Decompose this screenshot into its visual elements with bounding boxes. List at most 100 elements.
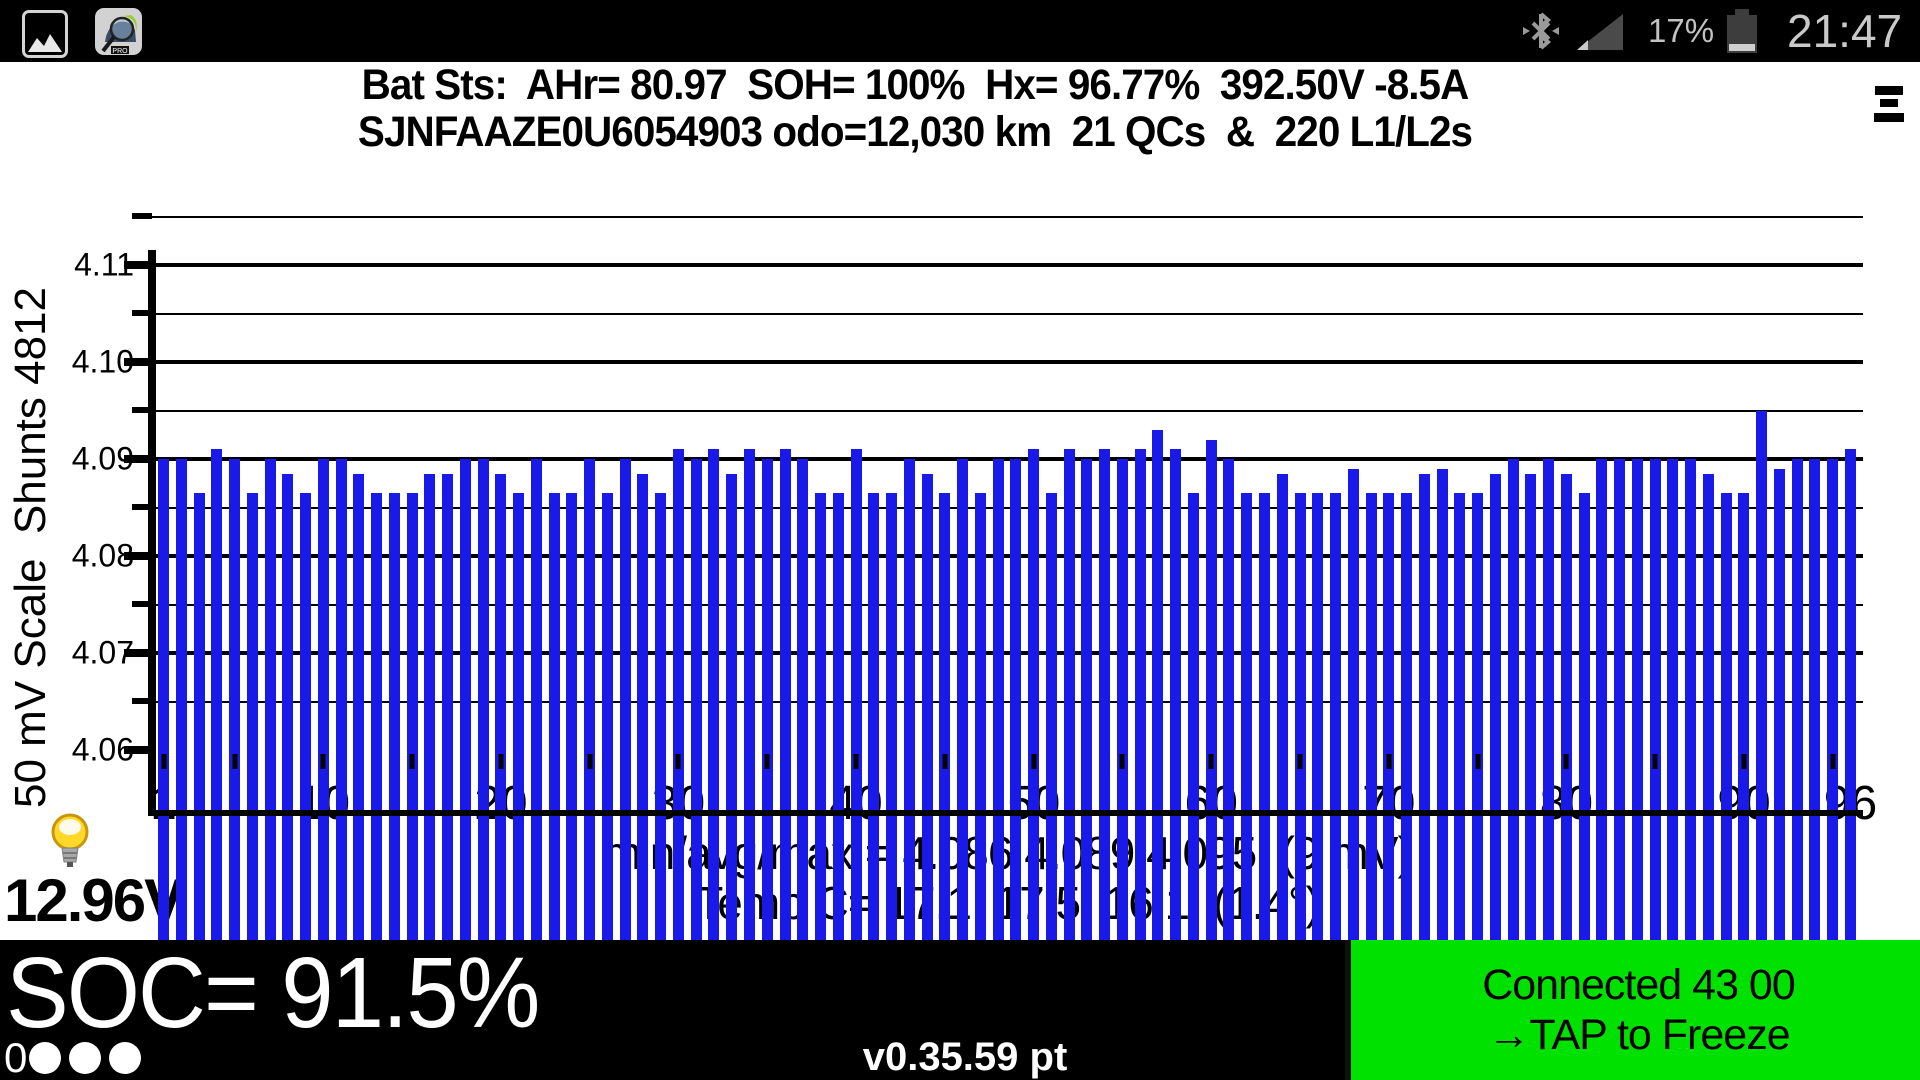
- cell-voltage-bar: [247, 492, 258, 940]
- y-axis-tick: [132, 503, 152, 510]
- cell-voltage-bar: [1437, 468, 1448, 940]
- header-line2: SJNFAAZE0U6054903 odo=12,030 km 21 QCs &…: [357, 108, 1473, 156]
- y-axis-label: 4.06: [71, 731, 134, 768]
- cell-voltage-bar: [1152, 429, 1163, 940]
- cell-voltage-bar: [993, 459, 1004, 940]
- cell-voltage-bar: [744, 449, 755, 940]
- cell-voltage-bar: [886, 492, 897, 940]
- cell-voltage-bar: [673, 449, 684, 940]
- cell-voltage-bar: [1650, 459, 1661, 940]
- dots-prefix: 0: [4, 1034, 28, 1080]
- gridline: [152, 263, 1863, 267]
- x-axis-tick: [232, 754, 238, 769]
- cell-voltage-bar: [424, 473, 435, 940]
- cell-voltage-bar: [1295, 492, 1306, 940]
- y-axis-tick: [132, 309, 152, 316]
- gridline: [152, 700, 1863, 703]
- y-axis-title: 50 mV Scale Shunts 4812: [6, 286, 55, 808]
- gridline: [152, 651, 1863, 655]
- cell-voltage-bar: [1259, 492, 1270, 940]
- cell-voltage-bar: [460, 459, 471, 940]
- mountain-glyph: [28, 34, 62, 52]
- gridline: [152, 360, 1863, 364]
- gallery-notification-icon[interactable]: [22, 10, 68, 58]
- cell-voltage-bar: [176, 459, 187, 940]
- cell-voltage-bar: [726, 473, 737, 940]
- x-axis-tick: [1208, 754, 1214, 769]
- cell-voltage-bar: [975, 492, 986, 940]
- version-info: v0.35.59 pt ELM327 v1.5: [845, 942, 1085, 1080]
- cell-voltage-bar: [300, 492, 311, 940]
- freeze-button[interactable]: Connected 43 00 →TAP to Freeze: [1345, 940, 1920, 1080]
- cell-voltage-bar: [1046, 492, 1057, 940]
- cell-voltage-bar: [691, 459, 702, 940]
- cell-voltage-bar: [194, 492, 205, 940]
- tap-to-freeze-label: →TAP to Freeze: [1487, 1011, 1790, 1059]
- y-axis-tick: [132, 406, 152, 413]
- headlight-bulb-icon[interactable]: [44, 810, 96, 874]
- cell-voltage-bar: [1472, 492, 1483, 940]
- y-axis-tick: [124, 746, 152, 754]
- cell-voltage-bar: [1170, 449, 1181, 940]
- cell-voltage-bar: [1703, 473, 1714, 940]
- footer-bar: SOC= 91.5% 0 v0.35.59 pt ELM327 v1.5 Con…: [0, 937, 1920, 1080]
- x-axis-tick: [675, 754, 681, 769]
- soc-readout: SOC= 91.5%: [6, 937, 540, 1049]
- cell-voltage-bar: [1454, 492, 1465, 940]
- connection-status: Connected 43 00: [1482, 961, 1796, 1009]
- cell-voltage-bar: [922, 473, 933, 940]
- gridline: [152, 603, 1863, 606]
- cell-voltage-bar: [407, 492, 418, 940]
- cell-voltage-bar: [1135, 449, 1146, 940]
- cell-voltage-bar: [566, 492, 577, 940]
- leafspy-app-notification-icon[interactable]: PRO: [95, 8, 142, 55]
- cell-voltage-bar: [1756, 410, 1767, 940]
- cell-voltage-bar: [1490, 473, 1501, 940]
- cell-voltage-bar: [1614, 459, 1625, 940]
- cell-voltage-bar: [1312, 492, 1323, 940]
- y-axis-label: 4.09: [71, 440, 134, 477]
- cell-voltage-bar: [353, 473, 364, 940]
- cell-voltage-bar: [833, 492, 844, 940]
- x-axis-tick: [1830, 754, 1836, 769]
- cell-voltage-bar: [1188, 492, 1199, 940]
- cell-voltage-bar: [282, 473, 293, 940]
- cell-voltage-bar: [1738, 492, 1749, 940]
- y-axis-tick: [132, 697, 152, 704]
- cell-voltage-bar: [1241, 492, 1252, 940]
- cell-voltage-bar: [1010, 459, 1021, 940]
- cell-voltage-bar: [1028, 449, 1039, 940]
- gridline: [152, 554, 1863, 558]
- y-axis-tick: [124, 455, 152, 463]
- cell-voltage-bar: [904, 459, 915, 940]
- gridline: [152, 409, 1863, 412]
- cell-voltage-bar: [1099, 449, 1110, 940]
- cell-voltage-bar: [1543, 459, 1554, 940]
- y-axis-tick: [124, 552, 152, 560]
- x-axis-tick: [1119, 754, 1125, 769]
- svg-text:PRO: PRO: [112, 48, 128, 55]
- x-axis-tick: [942, 754, 948, 769]
- cell-voltage-bar: [620, 459, 631, 940]
- cell-voltage-bar: [1579, 492, 1590, 940]
- cell-voltage-bar: [1383, 492, 1394, 940]
- cell-voltage-bar: [1809, 459, 1820, 940]
- cell-voltage-bar: [1685, 459, 1696, 940]
- leafspy-car-glyph: PRO: [101, 15, 137, 55]
- cell-voltage-bar: [1081, 459, 1092, 940]
- reading-dots: 0: [4, 1034, 149, 1080]
- cell-voltage-bar: [1508, 459, 1519, 940]
- x-axis-tick: [409, 754, 415, 769]
- cell-voltage-bar: [851, 449, 862, 940]
- cell-voltage-bar: [513, 492, 524, 940]
- x-axis-tick: [161, 754, 166, 769]
- cell-voltage-bar: [1064, 449, 1075, 940]
- x-axis-line: [148, 810, 1863, 816]
- status-clock: 21:47: [1787, 5, 1903, 57]
- cell-voltage-bar: [1827, 459, 1838, 940]
- x-axis-tick: [764, 754, 770, 769]
- menu-icon[interactable]: [1872, 84, 1906, 126]
- cell-voltage-chart[interactable]: 50 mV Scale Shunts 4812 4.11 4.10 4.09 4.08…: [0, 62, 1920, 940]
- y-axis-tick: [124, 358, 152, 366]
